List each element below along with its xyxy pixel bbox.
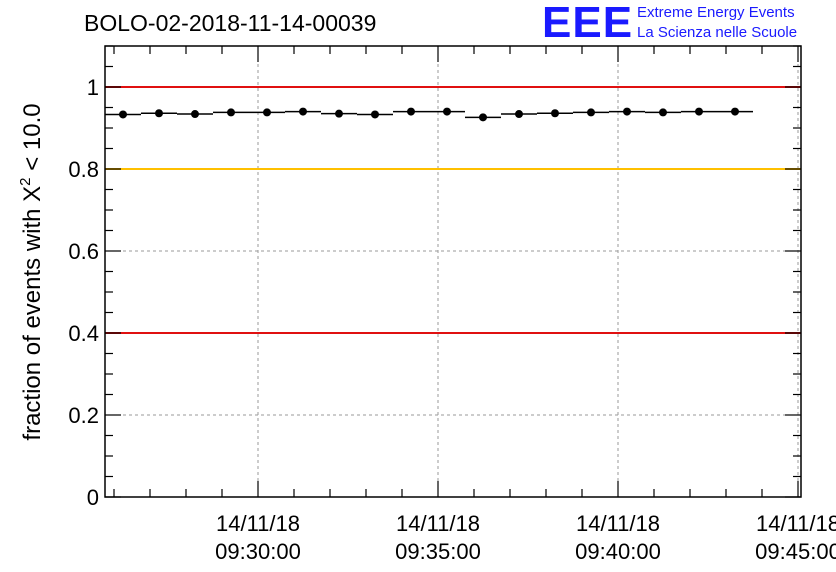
y-tick-label: 0.4: [68, 321, 99, 346]
y-tick-label: 0.6: [68, 239, 99, 264]
data-point: [443, 107, 451, 116]
data-point: [191, 110, 199, 119]
data-point: [695, 107, 703, 116]
chart-title: BOLO-02-2018-11-14-00039: [84, 10, 377, 36]
y-axis-label-superscript: 2: [17, 177, 34, 185]
data-point: [335, 109, 343, 118]
eee-logo-line1: Extreme Energy Events: [637, 4, 795, 21]
data-point: [155, 109, 163, 118]
x-tick-date-label: 14/11/18: [396, 511, 480, 536]
data-point: [731, 107, 739, 116]
y-tick-label: 0.8: [68, 157, 99, 182]
data-point: [623, 107, 631, 116]
eee-logo: EEE Extreme Energy Events La Scienza nel…: [540, 0, 830, 47]
data-point: [263, 108, 271, 117]
data-point: [227, 108, 235, 117]
y-axis-label: fraction of events with X2 < 10.0: [17, 103, 46, 440]
x-tick-date-label: 14/11/18: [576, 511, 660, 536]
data-point: [515, 110, 523, 119]
data-point: [587, 108, 595, 117]
x-tick-date-label: 14/11/18: [756, 511, 836, 536]
x-tick-time-label: 09:30:00: [215, 539, 301, 564]
data-point: [119, 110, 127, 119]
y-tick-label: 0: [87, 485, 99, 510]
eee-logo-line2: La Scienza nelle Scuole: [637, 24, 798, 41]
eee-logo-mark: EEE: [542, 0, 634, 47]
data-point: [299, 107, 307, 116]
data-point: [371, 110, 379, 119]
data-point: [551, 109, 559, 118]
x-tick-time-label: 09:35:00: [395, 539, 481, 564]
y-axis-label-threshold: < 10.0: [19, 103, 46, 177]
y-axis-label-text: fraction of events with X: [19, 186, 46, 441]
x-tick-date-label: 14/11/18: [216, 511, 300, 536]
x-tick-time-label: 09:40:00: [575, 539, 661, 564]
y-tick-label: 1: [87, 75, 99, 100]
data-point: [407, 107, 415, 116]
data-point: [659, 108, 667, 117]
data-point: [479, 113, 487, 122]
y-tick-label: 0.2: [68, 403, 99, 428]
x-tick-time-label: 09:45:00: [755, 539, 836, 564]
